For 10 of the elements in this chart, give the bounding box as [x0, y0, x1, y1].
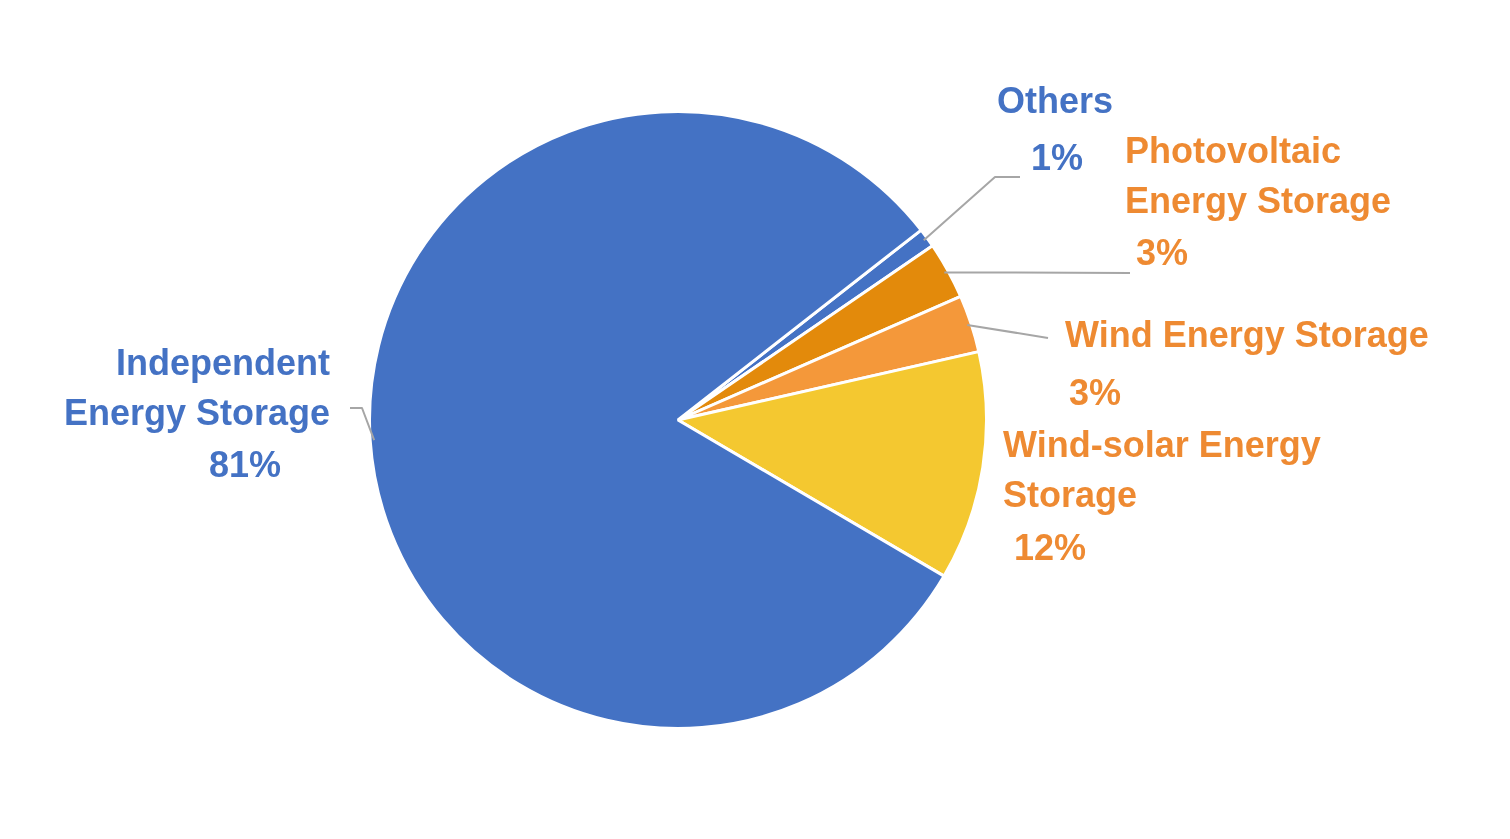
slice-label: Photovoltaic Energy Storage [1125, 129, 1392, 221]
slice-label: Independent Energy Storage [63, 341, 331, 433]
slice-label: Wind-solar Energy Storage [1003, 423, 1321, 515]
data-label: 1% [1030, 136, 1084, 178]
data-label: 12% [1013, 526, 1087, 568]
slice-label: Others [996, 79, 1114, 121]
data-label: 3% [1068, 371, 1122, 413]
data-label: 81% [208, 443, 282, 485]
data-label: 3% [1135, 231, 1189, 273]
slice-label: Wind Energy Storage [1065, 313, 1429, 355]
